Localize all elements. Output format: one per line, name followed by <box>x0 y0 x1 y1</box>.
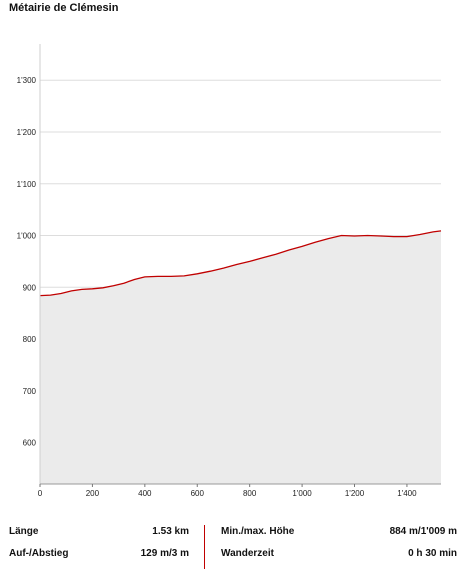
height-label: Min./max. Höhe <box>221 526 295 537</box>
elevation-profile-chart: 600 700 800 900 1'000 1'100 1'200 1'300 0 200 400… <box>17 44 442 498</box>
time-label: Wanderzeit <box>221 548 274 559</box>
x-tick-label: 0 <box>38 489 43 498</box>
y-tick-labels: 600 700 800 900 1'000 1'100 1'200 1'300 <box>17 76 37 447</box>
length-value: 1.53 km <box>152 526 189 537</box>
x-tick-label: 1'400 <box>397 489 417 498</box>
route-stats: Länge 1.53 km Auf-/Abstieg 129 m/3 m Min… <box>0 518 463 578</box>
height-value: 884 m/1'009 m <box>389 526 457 537</box>
axes <box>39 44 441 485</box>
ascent-label: Auf-/Abstieg <box>9 548 69 559</box>
x-tick-label: 400 <box>138 489 152 498</box>
y-tick-label: 800 <box>23 335 37 344</box>
y-tick-label: 600 <box>23 439 37 448</box>
x-tick-label: 1'200 <box>345 489 365 498</box>
x-tick-label: 200 <box>86 489 100 498</box>
ascent-value: 129 m/3 m <box>140 548 189 559</box>
x-tick-labels: 0 200 400 600 800 1'000 1'200 1'400 <box>38 484 417 498</box>
x-tick-label: 1'000 <box>292 489 312 498</box>
elevation-area <box>40 230 441 484</box>
y-tick-label: 1'300 <box>17 76 37 85</box>
time-value: 0 h 30 min <box>408 548 457 559</box>
stats-divider <box>204 525 205 569</box>
y-tick-label: 1'200 <box>17 128 37 137</box>
y-tick-label: 700 <box>23 387 37 396</box>
x-tick-label: 800 <box>243 489 257 498</box>
length-label: Länge <box>9 526 39 537</box>
x-tick-label: 600 <box>191 489 205 498</box>
y-tick-label: 1'100 <box>17 180 37 189</box>
y-tick-label: 900 <box>23 283 37 292</box>
y-tick-label: 1'000 <box>17 232 37 241</box>
chart-title: Métairie de Clémesin <box>9 2 119 14</box>
elevation-line <box>39 230 442 297</box>
